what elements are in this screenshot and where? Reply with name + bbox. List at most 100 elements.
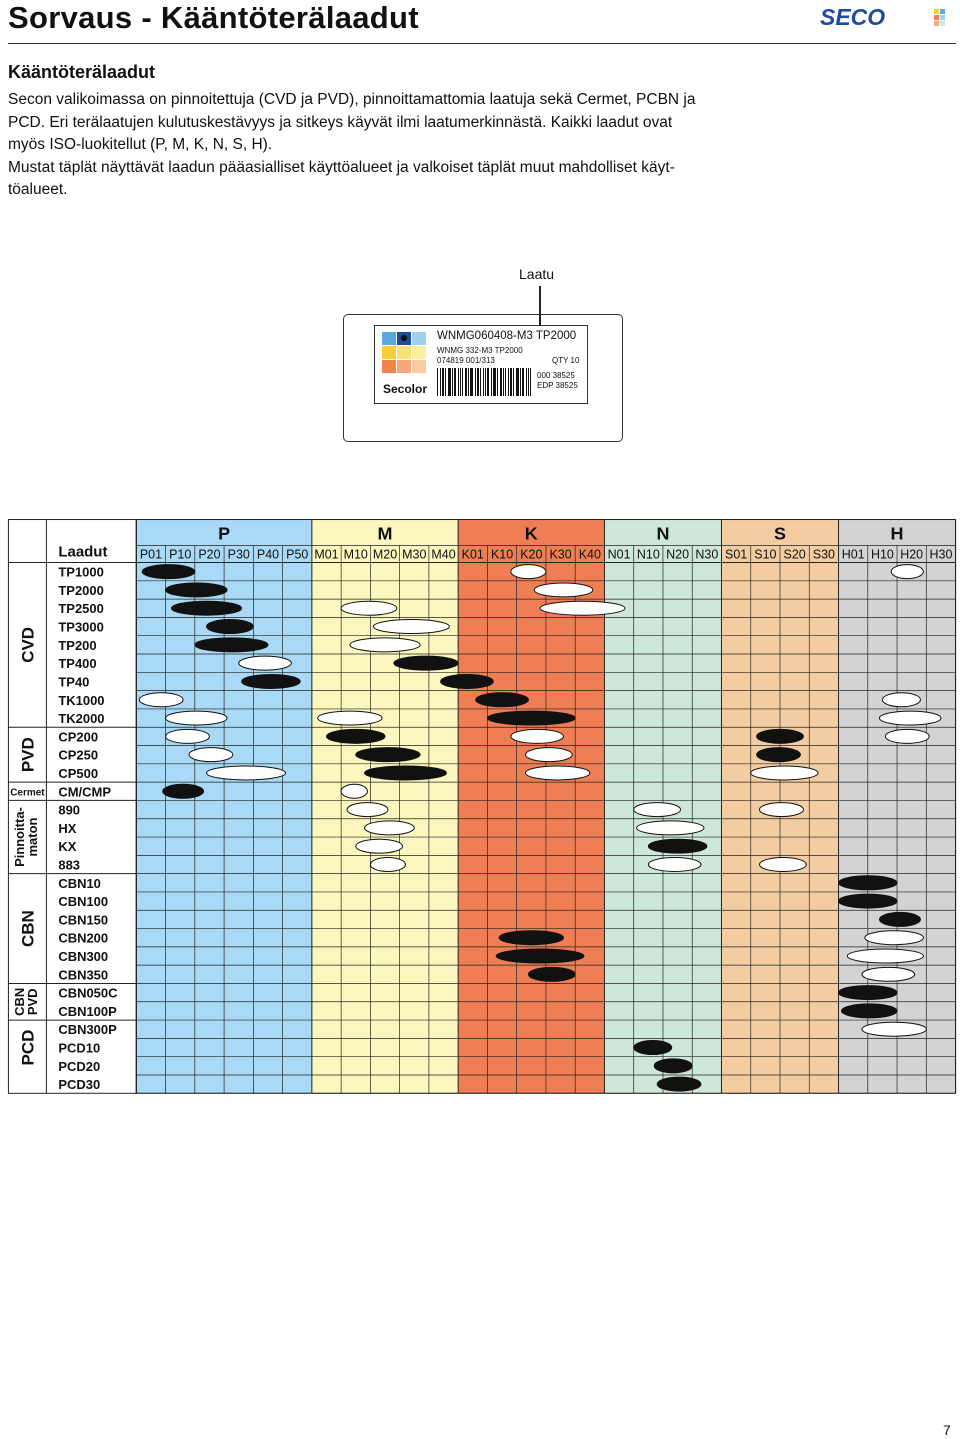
- column-header: M01: [314, 547, 338, 561]
- secondary-range-dot: [364, 820, 415, 836]
- category-label-line: CVD: [18, 627, 37, 663]
- secondary-range-dot: [861, 966, 916, 982]
- secondary-range-dot: [188, 747, 234, 763]
- column-header: K01: [462, 547, 484, 561]
- column-header: M30: [402, 547, 426, 561]
- secondary-range-dot: [372, 619, 450, 635]
- primary-range-dot: [756, 747, 801, 763]
- barcode-bar: [510, 368, 512, 396]
- group-letter-h: H: [891, 524, 904, 544]
- column-header: M20: [373, 547, 397, 561]
- column-header: N30: [695, 547, 718, 561]
- barcode-bar: [500, 368, 502, 396]
- column-header: P30: [228, 547, 250, 561]
- primary-range-dot: [838, 875, 898, 891]
- grade-name: TP1000: [58, 565, 103, 580]
- secondary-range-dot: [759, 802, 804, 818]
- secondary-range-dot: [759, 857, 807, 872]
- barcode-bar: [505, 368, 506, 396]
- brand-text: SECO: [820, 6, 885, 28]
- category-label-line: PCD: [18, 1030, 37, 1066]
- label-line2: WNMG 332-M3 TP2000: [437, 346, 523, 355]
- secondary-range-dot: [355, 838, 404, 854]
- label-pointer-text: Laatu: [519, 266, 555, 282]
- grade-name: CBN300: [58, 949, 108, 964]
- grade-name: PCD30: [58, 1077, 100, 1092]
- category-label-line: PVD: [18, 737, 37, 772]
- column-header: P20: [198, 547, 220, 561]
- barcode-bar: [520, 368, 521, 396]
- column-header: P50: [286, 547, 308, 561]
- grade-name: CBN350: [58, 967, 108, 982]
- secondary-range-dot: [165, 728, 210, 744]
- barcode-bar: [445, 368, 446, 396]
- group-letter-m: M: [378, 524, 393, 544]
- grade-name: CBN200: [58, 931, 108, 946]
- secondary-range-dot: [346, 802, 389, 818]
- grade-name: TP200: [58, 638, 96, 653]
- barcode-bar: [454, 368, 456, 396]
- primary-range-dot: [838, 893, 898, 909]
- left-panel: [7, 519, 137, 1094]
- column-header: M10: [344, 547, 368, 561]
- swatch: [397, 346, 411, 359]
- secondary-range-dot: [884, 728, 930, 744]
- secondary-range-dot: [349, 637, 421, 653]
- grade-name: TP3000: [58, 620, 103, 635]
- seco-logo: SECO: [820, 6, 945, 28]
- primary-range-dot: [141, 564, 196, 580]
- secondary-range-dot: [165, 710, 228, 726]
- grade-name: CP200: [58, 729, 98, 744]
- column-header: P10: [169, 547, 191, 561]
- secondary-range-dot: [510, 564, 547, 580]
- grade-name: CBN100P: [58, 1004, 117, 1019]
- barcode-bar: [522, 368, 524, 396]
- table-border: [135, 519, 957, 1094]
- secondary-range-dot: [138, 692, 184, 708]
- barcode-bar: [460, 368, 461, 396]
- group-letter-k: K: [525, 524, 538, 544]
- secondary-range-dot: [317, 710, 383, 726]
- column-header: P01: [140, 547, 162, 561]
- group-letter-s: S: [774, 524, 786, 544]
- column-header: N20: [666, 547, 689, 561]
- column-header: H20: [900, 547, 923, 561]
- secolor-swatches: [382, 332, 430, 374]
- secondary-range-dot: [206, 765, 287, 781]
- primary-range-dot: [475, 692, 529, 708]
- column-header: N01: [608, 547, 631, 561]
- grade-name: CBN10: [58, 876, 101, 891]
- barcode-bar: [477, 368, 479, 396]
- column-header: K10: [491, 547, 513, 561]
- secondary-range-dot: [340, 783, 368, 799]
- barcode-bar: [503, 368, 504, 396]
- swatch: [382, 332, 396, 345]
- group-letter-p: P: [218, 524, 230, 544]
- swatch-dot: [401, 335, 407, 341]
- label-brand: Secolor: [383, 382, 428, 396]
- barcode-bar: [491, 368, 492, 396]
- primary-range-dot: [756, 728, 804, 744]
- category-label: CBN: [18, 910, 37, 947]
- category-label: Pinnoitta-maton: [12, 807, 40, 867]
- barcode: [437, 368, 533, 398]
- secondary-range-dot: [881, 692, 921, 708]
- column-header: P40: [257, 547, 279, 561]
- barcode-bar: [528, 368, 529, 396]
- barcode-bar: [526, 368, 527, 396]
- swatch: [382, 360, 396, 373]
- category-label-line: maton: [25, 818, 40, 857]
- grade-name: CM/CMP: [58, 784, 111, 799]
- product-label: Secolor WNMG060408-M3 TP2000 WNMG 332-M3…: [374, 325, 588, 404]
- primary-range-dot: [206, 619, 254, 635]
- secondary-range-dot: [369, 857, 406, 872]
- barcode-bar: [440, 368, 441, 396]
- category-label-line: CBN: [12, 988, 27, 1016]
- barcode-bar: [468, 368, 469, 396]
- label-code1: 000 38525: [537, 371, 575, 380]
- label-code2: EDP 38525: [537, 381, 578, 390]
- barcode-bar: [437, 368, 438, 396]
- barcode-bar: [497, 368, 498, 396]
- secondary-range-dot: [510, 728, 564, 744]
- label-qty: QTY 10: [552, 356, 580, 365]
